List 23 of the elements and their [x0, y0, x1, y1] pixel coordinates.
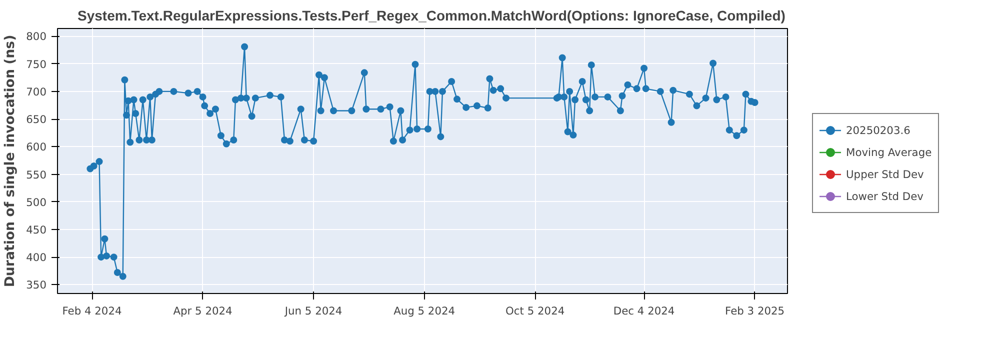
x-tick-label: Dec 4 2024: [613, 304, 675, 318]
x-tick-label: Feb 4 2024: [62, 304, 122, 318]
y-tick-label: 500: [26, 196, 47, 209]
x-tick-label: Jun 5 2024: [284, 304, 342, 318]
y-tick-label: 750: [26, 58, 47, 71]
x-tick-label: Feb 3 2025: [725, 304, 785, 318]
legend-label: Upper Std Dev: [846, 168, 924, 180]
legend-label: Moving Average: [846, 146, 932, 158]
y-tick-label: 800: [26, 30, 47, 44]
x-tick-label: Apr 5 2024: [173, 304, 233, 318]
chart-title: System.Text.RegularExpressions.Tests.Perf_Regex_Common.MatchWord(Options: IgnoreCase, Compiled): [78, 8, 786, 24]
legend-label: 20250203.6: [846, 124, 910, 136]
y-tick-label: 450: [26, 223, 47, 236]
y-tick-label: 550: [26, 168, 47, 182]
y-tick-label: 400: [26, 251, 47, 264]
y-tick-label: 700: [26, 85, 47, 98]
x-tick-label: Aug 5 2024: [394, 304, 456, 318]
y-tick-label: 600: [26, 140, 47, 154]
x-tick-label: Oct 5 2024: [506, 304, 565, 318]
y-axis-title: Duration of single invocation (ns): [3, 34, 18, 288]
legend-label: Lower Std Dev: [846, 190, 924, 202]
y-tick-label: 650: [26, 113, 47, 126]
y-tick-label: 350: [26, 278, 47, 292]
